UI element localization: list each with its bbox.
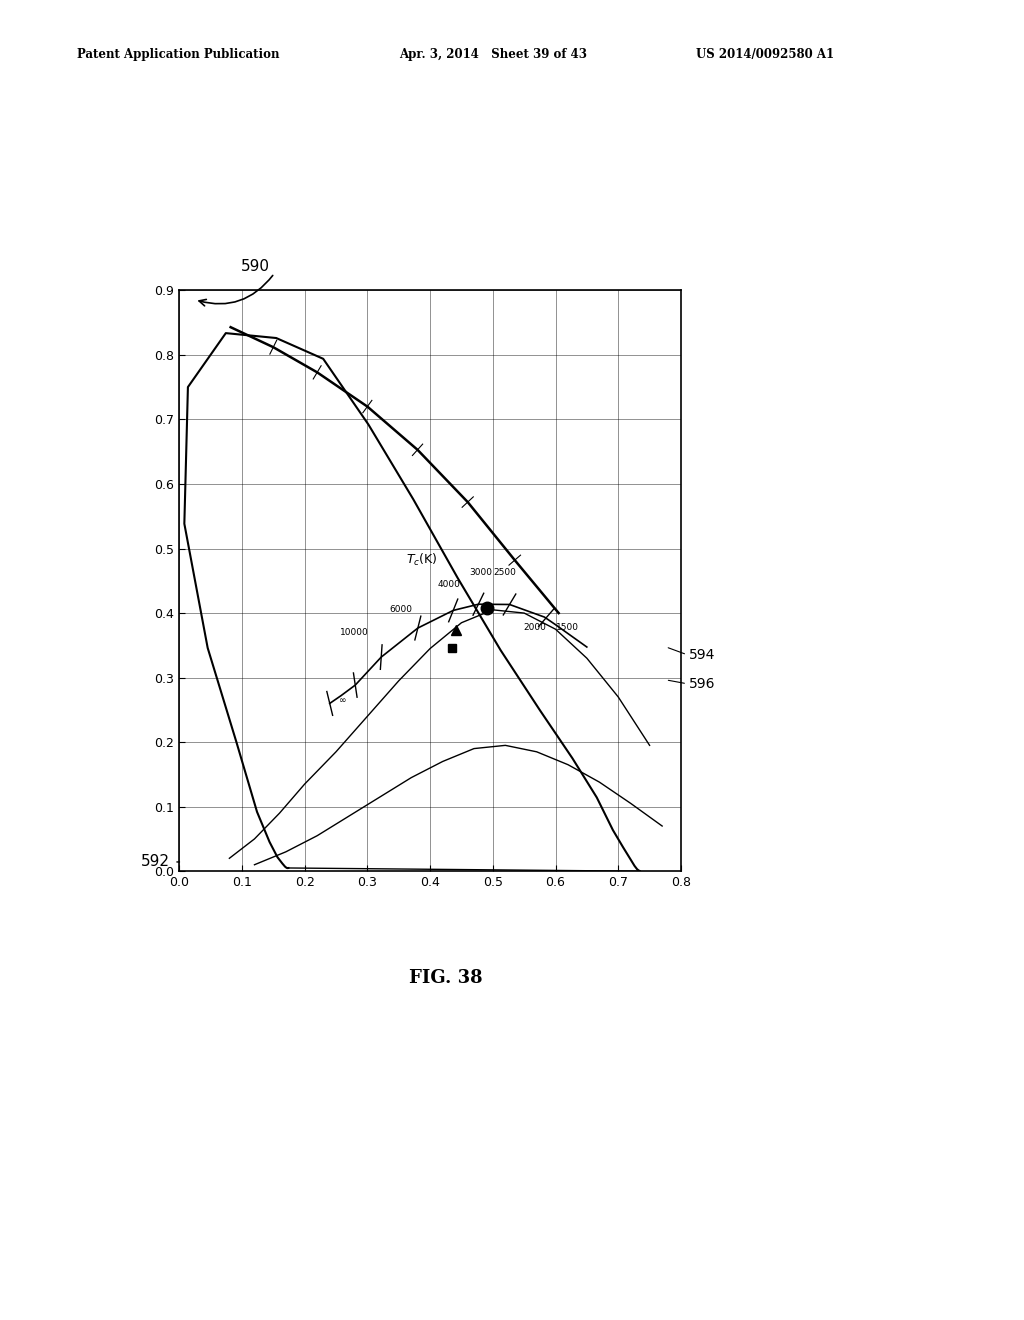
- Text: Apr. 3, 2014   Sheet 39 of 43: Apr. 3, 2014 Sheet 39 of 43: [399, 48, 588, 61]
- Text: 590: 590: [241, 259, 269, 275]
- Text: 3000: 3000: [469, 568, 492, 577]
- Text: FIG. 38: FIG. 38: [409, 969, 482, 987]
- Text: 2500: 2500: [494, 568, 516, 577]
- Text: 2000: 2000: [523, 623, 546, 632]
- Text: $T_c$(K): $T_c$(K): [407, 552, 438, 568]
- Text: ∞: ∞: [339, 696, 347, 705]
- Text: 10000: 10000: [340, 628, 369, 638]
- Text: Patent Application Publication: Patent Application Publication: [77, 48, 280, 61]
- Text: 596: 596: [689, 677, 716, 690]
- Text: US 2014/0092580 A1: US 2014/0092580 A1: [696, 48, 835, 61]
- Text: 4000: 4000: [437, 579, 461, 589]
- Text: 592: 592: [141, 854, 170, 870]
- Text: 6000: 6000: [389, 605, 413, 614]
- Text: 594: 594: [689, 648, 716, 661]
- Text: 1500: 1500: [555, 623, 579, 632]
